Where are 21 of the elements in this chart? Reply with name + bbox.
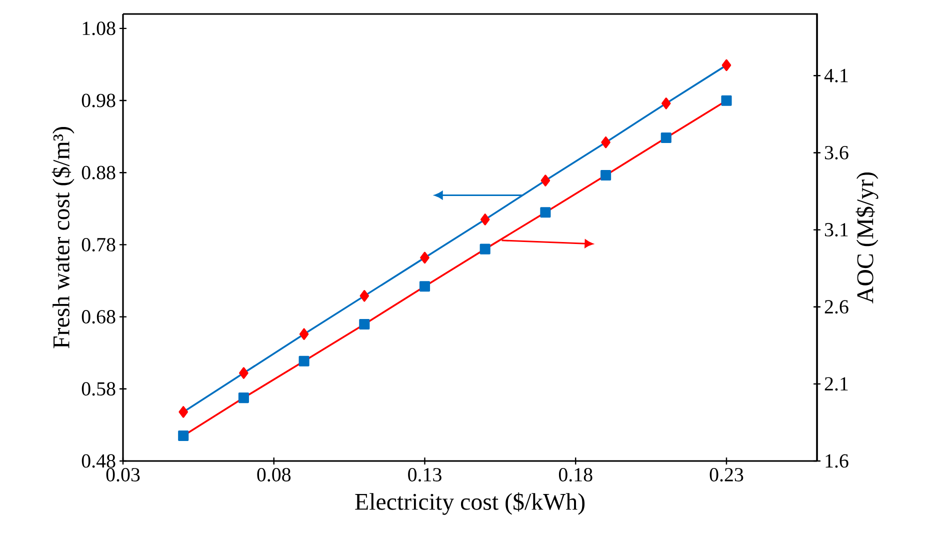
y2-tick-label: 4.1: [824, 68, 848, 82]
y2-tick-label: 1.6: [826, 454, 848, 468]
y-tick-label: 0.98: [82, 94, 116, 108]
y2-axis-title: AOC (M$/yr): [856, 172, 878, 304]
y-tick-label: 0.48: [82, 454, 116, 468]
y-tick-label: 0.68: [82, 310, 116, 324]
x-tick-label: 0.18: [558, 468, 592, 482]
y-axis-title: Fresh water cost ($/m³): [52, 127, 74, 348]
y2-tick-label: 3.6: [824, 146, 848, 160]
y-tick-label: 0.78: [82, 238, 116, 252]
y2-tick-label: 3.1: [824, 223, 848, 237]
x-axis-title: Electricity cost ($/kWh): [355, 492, 585, 515]
y-tick-label: 0.58: [82, 382, 116, 396]
x-tick-label: 0.13: [408, 468, 442, 482]
y-tick-label: 1.08: [82, 22, 116, 36]
y2-tick-label: 2.1: [824, 377, 848, 391]
x-tick-label: 0.08: [257, 468, 291, 482]
x-tick-label: 0.03: [106, 468, 140, 482]
y2-tick-label: 2.6: [824, 300, 848, 314]
x-tick-label: 0.23: [710, 468, 744, 482]
y-tick-label: 0.88: [82, 166, 116, 180]
